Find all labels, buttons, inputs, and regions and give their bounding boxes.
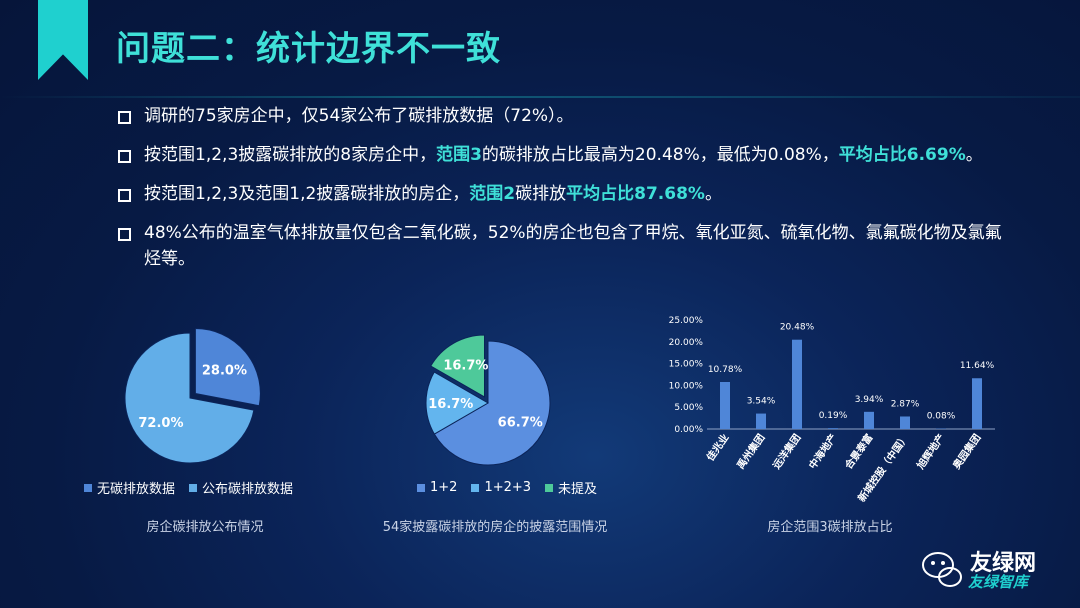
- bullet-text: 48%公布的温室气体排放量仅包含二氧化碳，52%的房企也包含了甲烷、氧化亚氮、硫…: [144, 223, 1002, 269]
- bullet-item-3: 按范围1,2,3及范围1,2披露碳排放的房企，范围2碳排放平均占比87.68%。: [118, 181, 1018, 207]
- bullet-text: 。: [704, 184, 722, 204]
- legend-label: 公布碳排放数据: [202, 482, 294, 497]
- pie-slice-label: 16.7%: [443, 359, 488, 374]
- legend-label: 无碳排放数据: [97, 482, 176, 497]
- y-tick-label: 5.00%: [674, 403, 703, 413]
- pie-slice: [194, 328, 261, 407]
- bar-value-label: 20.48%: [780, 323, 815, 333]
- bullet-text: 。: [965, 145, 983, 165]
- bullet-item-2: 按范围1,2,3披露碳排放的8家房企中，范围3的碳排放占比最高为20.48%，最…: [118, 142, 1018, 168]
- pie-slice: [425, 371, 489, 435]
- x-tick-label: 旭辉地产: [913, 431, 947, 472]
- y-tick-label: 20.00%: [669, 338, 704, 348]
- x-tick-label: 奥园集团: [950, 431, 984, 471]
- wechat-icon: [922, 552, 962, 587]
- bullet-text: 的碳排放占比最高为20.48%，最低为0.08%，: [481, 145, 839, 165]
- brand-logo: 友绿网 友绿智库: [918, 545, 1068, 595]
- bullet-item-1: 调研的75家房企中，仅54家公布了碳排放数据（72%）。: [118, 103, 1018, 129]
- highlight-text: 平均占比6.69%: [838, 145, 966, 165]
- bar: [864, 411, 874, 429]
- bullet-text: 调研的75家房企中，仅54家公布了碳排放数据（72%）。: [144, 106, 574, 126]
- legend-item: 1+2+3: [471, 480, 531, 495]
- x-tick-label: 佳兆业: [704, 431, 732, 463]
- page-title: 问题二：统计边界不一致: [116, 29, 501, 69]
- checkbox-square-icon: [118, 111, 131, 124]
- title-divider: [0, 96, 1080, 98]
- checkbox-square-icon: [118, 228, 131, 241]
- pie2-legend: 1+2 1+2+3 未提及: [417, 478, 597, 497]
- legend-item: 1+2: [417, 480, 457, 495]
- bullet-text: 按范围1,2,3及范围1,2披露碳排放的房企，: [144, 184, 470, 204]
- bullet-item-4: 48%公布的温室气体排放量仅包含二氧化碳，52%的房企也包含了甲烷、氧化亚氮、硫…: [118, 220, 1018, 272]
- checkbox-square-icon: [118, 150, 131, 163]
- y-tick-label: 0.00%: [674, 425, 703, 435]
- legend-swatch: [189, 483, 198, 492]
- y-tick-label: 25.00%: [669, 316, 704, 326]
- legend-item: 无碳排放数据: [84, 478, 175, 497]
- pie-slice-label: 16.7%: [428, 397, 473, 412]
- pie1-caption: 房企碳排放公布情况: [146, 520, 264, 535]
- y-tick-label: 10.00%: [669, 381, 704, 391]
- highlight-text: 范围3: [436, 145, 482, 165]
- bar-value-label: 10.78%: [708, 365, 743, 375]
- legend-swatch: [545, 483, 554, 492]
- pie-slice-label: 66.7%: [498, 416, 543, 431]
- bullet-text: 碳排放: [515, 184, 567, 204]
- bar: [792, 339, 802, 429]
- pie-slice: [433, 340, 551, 466]
- pie-slice-label: 28.0%: [202, 364, 247, 379]
- bullet-list: 调研的75家房企中，仅54家公布了碳排放数据（72%）。 按范围1,2,3披露碳…: [118, 103, 1018, 285]
- logo-sub-text: 友绿智库: [968, 573, 1029, 591]
- bar-value-label: 3.94%: [855, 395, 884, 405]
- y-tick-label: 15.00%: [669, 360, 704, 370]
- x-tick-label: 禹州集团: [734, 431, 768, 471]
- legend-label: 1+2: [430, 480, 458, 495]
- x-tick-label: 远洋集团: [770, 431, 804, 471]
- pie2-caption: 54家披露碳排放的房企的披露范围情况: [382, 520, 608, 535]
- bar: [972, 378, 982, 429]
- legend-swatch: [417, 483, 425, 492]
- pie-slice: [430, 334, 485, 398]
- pie-slice: [124, 332, 255, 464]
- bar: [900, 416, 910, 429]
- pie1-legend: 无碳排放数据 公布碳排放数据: [84, 478, 293, 497]
- bar-caption: 房企范围3碳排放占比: [767, 520, 893, 535]
- bar: [828, 428, 838, 429]
- bar: [756, 413, 766, 429]
- bar: [720, 381, 730, 429]
- legend-item: 公布碳排放数据: [189, 478, 293, 497]
- legend-swatch: [84, 483, 92, 492]
- checkbox-square-icon: [118, 189, 131, 202]
- bar-value-label: 2.87%: [891, 399, 920, 409]
- highlight-text: 范围2: [469, 184, 516, 204]
- legend-swatch: [471, 483, 480, 492]
- legend-item: 未提及: [545, 478, 597, 497]
- bar-value-label: 0.08%: [927, 412, 956, 422]
- x-tick-label: 合景泰富: [841, 431, 875, 472]
- legend-label: 未提及: [558, 482, 598, 497]
- bullet-text: 按范围1,2,3披露碳排放的8家房企中，: [144, 145, 437, 165]
- legend-label: 1+2+3: [484, 480, 532, 495]
- bar-value-label: 11.64%: [960, 361, 995, 371]
- bar-value-label: 0.19%: [819, 411, 848, 421]
- pie-slice-label: 72.0%: [138, 416, 183, 431]
- logo-main-text: 友绿网: [970, 551, 1037, 576]
- highlight-text: 平均占比87.68%: [566, 184, 705, 204]
- x-tick-label: 中海地产: [806, 431, 840, 471]
- bar-value-label: 3.54%: [747, 397, 776, 407]
